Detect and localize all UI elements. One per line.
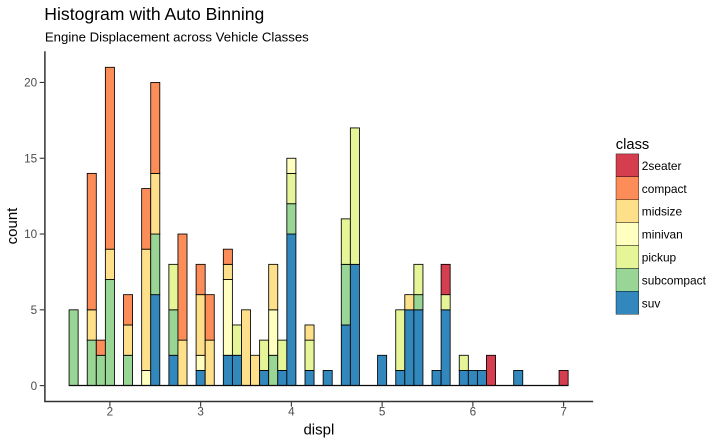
svg-text:count: count (4, 207, 21, 245)
svg-text:displ: displ (303, 422, 334, 439)
svg-text:6: 6 (470, 406, 477, 419)
svg-text:minivan: minivan (642, 228, 683, 242)
svg-text:0: 0 (31, 380, 38, 393)
svg-text:pickup: pickup (642, 250, 677, 264)
svg-text:5: 5 (379, 406, 386, 419)
svg-text:subcompact: subcompact (642, 273, 707, 287)
svg-text:2: 2 (107, 406, 114, 419)
svg-text:2seater: 2seater (642, 159, 682, 173)
svg-text:3: 3 (197, 406, 204, 419)
svg-text:4: 4 (288, 406, 295, 419)
svg-text:compact: compact (642, 182, 688, 196)
svg-text:20: 20 (24, 77, 38, 90)
svg-text:7: 7 (560, 406, 567, 419)
svg-text:Engine Displacement across Veh: Engine Displacement across Vehicle Class… (45, 30, 309, 45)
svg-text:class: class (616, 137, 649, 153)
svg-text:midsize: midsize (642, 205, 683, 219)
svg-text:5: 5 (31, 304, 38, 317)
svg-text:10: 10 (24, 228, 38, 241)
svg-text:suv: suv (642, 296, 661, 310)
svg-text:Histogram with Auto Binning: Histogram with Auto Binning (44, 4, 264, 24)
svg-text:15: 15 (24, 152, 38, 165)
